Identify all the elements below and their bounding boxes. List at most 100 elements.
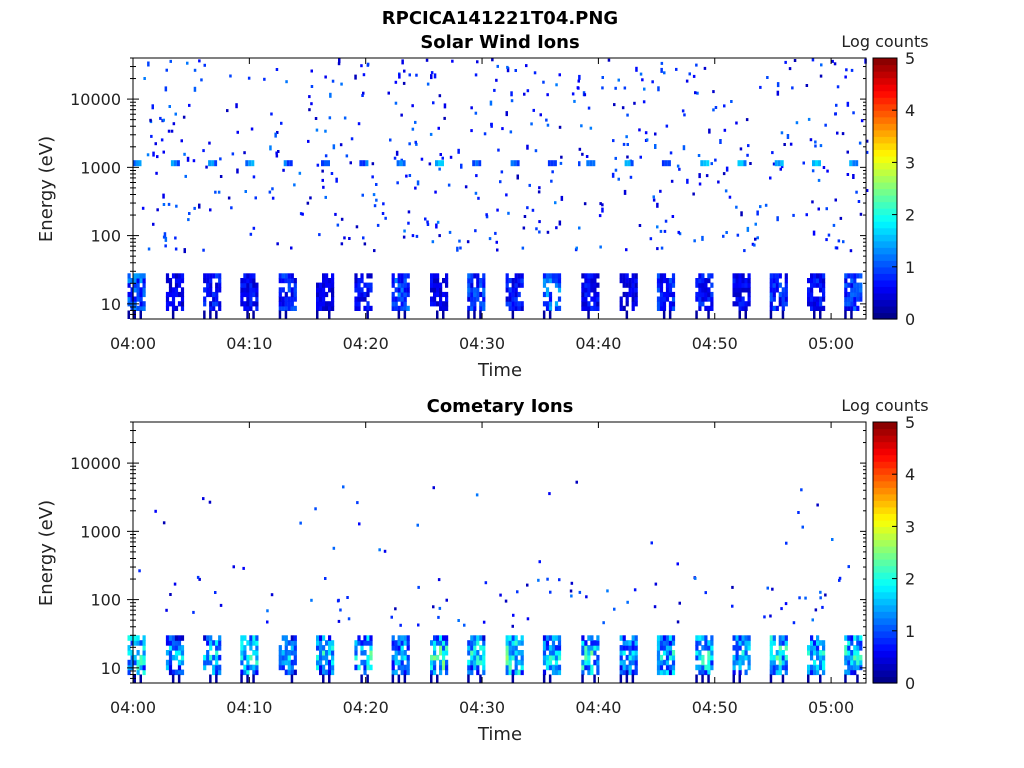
data-point [329, 92, 332, 98]
data-point [555, 226, 558, 230]
data-point [187, 218, 190, 222]
data-point [324, 577, 327, 580]
data-point [141, 206, 145, 210]
colorbar-segment [873, 103, 897, 111]
colorbar: 0 1 2 3 4 5 [872, 49, 915, 329]
colorbar-segment [873, 77, 897, 85]
data-point [654, 582, 658, 586]
data-point [316, 163, 320, 167]
data-point [428, 162, 432, 166]
data-point [554, 201, 557, 205]
data-point [676, 164, 680, 168]
x-tick-label: 04:40 [575, 334, 621, 353]
data-point [202, 248, 205, 252]
data-point [464, 185, 468, 189]
data-point [625, 248, 628, 252]
data-point [263, 77, 266, 81]
data-point [437, 615, 440, 619]
data-point [324, 154, 328, 158]
data-point [437, 126, 440, 130]
data-point [653, 605, 657, 609]
colorbar-segment [873, 643, 897, 651]
data-point [371, 162, 375, 166]
data-point [342, 485, 345, 489]
y-tick-label: 10 [101, 659, 121, 678]
data-point [420, 157, 424, 161]
burst-cell [354, 160, 373, 319]
data-point [581, 152, 584, 156]
data-point [855, 190, 858, 194]
colorbar-segment [873, 58, 897, 66]
data-point [475, 493, 479, 497]
x-axis-label: Time [477, 724, 522, 745]
data-point [299, 521, 302, 525]
data-point [819, 596, 822, 600]
data-point [725, 166, 729, 172]
data-point [314, 507, 317, 511]
data-point [432, 101, 435, 105]
data-point [776, 90, 780, 96]
data-point [639, 155, 642, 159]
data-point [756, 236, 759, 240]
data-point [186, 61, 189, 65]
data-point [458, 239, 461, 243]
data-point [445, 598, 448, 602]
data-point [826, 169, 829, 173]
data-point [835, 103, 838, 107]
colorbar-segment [873, 559, 897, 567]
burst-cell [391, 635, 410, 683]
data-point [622, 142, 626, 146]
data-point [696, 91, 699, 95]
data-point [852, 111, 855, 115]
data-point [160, 138, 164, 142]
data-point [499, 180, 502, 184]
data-point [173, 582, 177, 586]
data-point [534, 149, 538, 153]
data-point [156, 208, 159, 212]
data-point [819, 144, 823, 148]
data-point [859, 212, 863, 216]
data-point [749, 162, 752, 165]
data-point [841, 132, 845, 136]
data-point [811, 618, 814, 622]
data-point [504, 599, 508, 603]
data-point [430, 74, 433, 80]
x-tick-label: 04:10 [226, 698, 272, 717]
burst-cell [278, 160, 297, 319]
data-point [151, 104, 154, 110]
colorbar-segment [873, 149, 897, 157]
burst-cell [619, 160, 638, 319]
colorbar-segment [873, 90, 897, 98]
data-point [526, 583, 529, 587]
colorbar-segment [873, 519, 897, 528]
colorbar-segment [873, 188, 897, 196]
data-point [523, 215, 527, 218]
burst-cell [203, 635, 222, 683]
data-point [395, 150, 399, 156]
data-point [138, 569, 141, 573]
data-point [510, 99, 514, 103]
burst-cell [391, 160, 410, 319]
data-point [522, 226, 526, 230]
data-point [439, 153, 442, 156]
colorbar-segment [873, 312, 897, 320]
burst-cell [467, 160, 486, 319]
data-point [232, 565, 235, 569]
colorbar-frame [872, 421, 898, 684]
data-point [548, 492, 551, 496]
data-point [652, 195, 655, 199]
data-point [578, 161, 581, 167]
colorbar-segment [873, 663, 897, 671]
data-point [198, 577, 201, 581]
data-point [538, 560, 541, 564]
data-point [551, 170, 554, 174]
data-point [844, 75, 847, 79]
data-point [405, 174, 408, 178]
data-point [845, 68, 848, 72]
data-point [154, 509, 157, 513]
colorbar-segment [873, 650, 897, 658]
data-point [623, 86, 627, 90]
data-point [525, 64, 528, 68]
data-point [788, 67, 792, 71]
data-point [499, 593, 502, 597]
